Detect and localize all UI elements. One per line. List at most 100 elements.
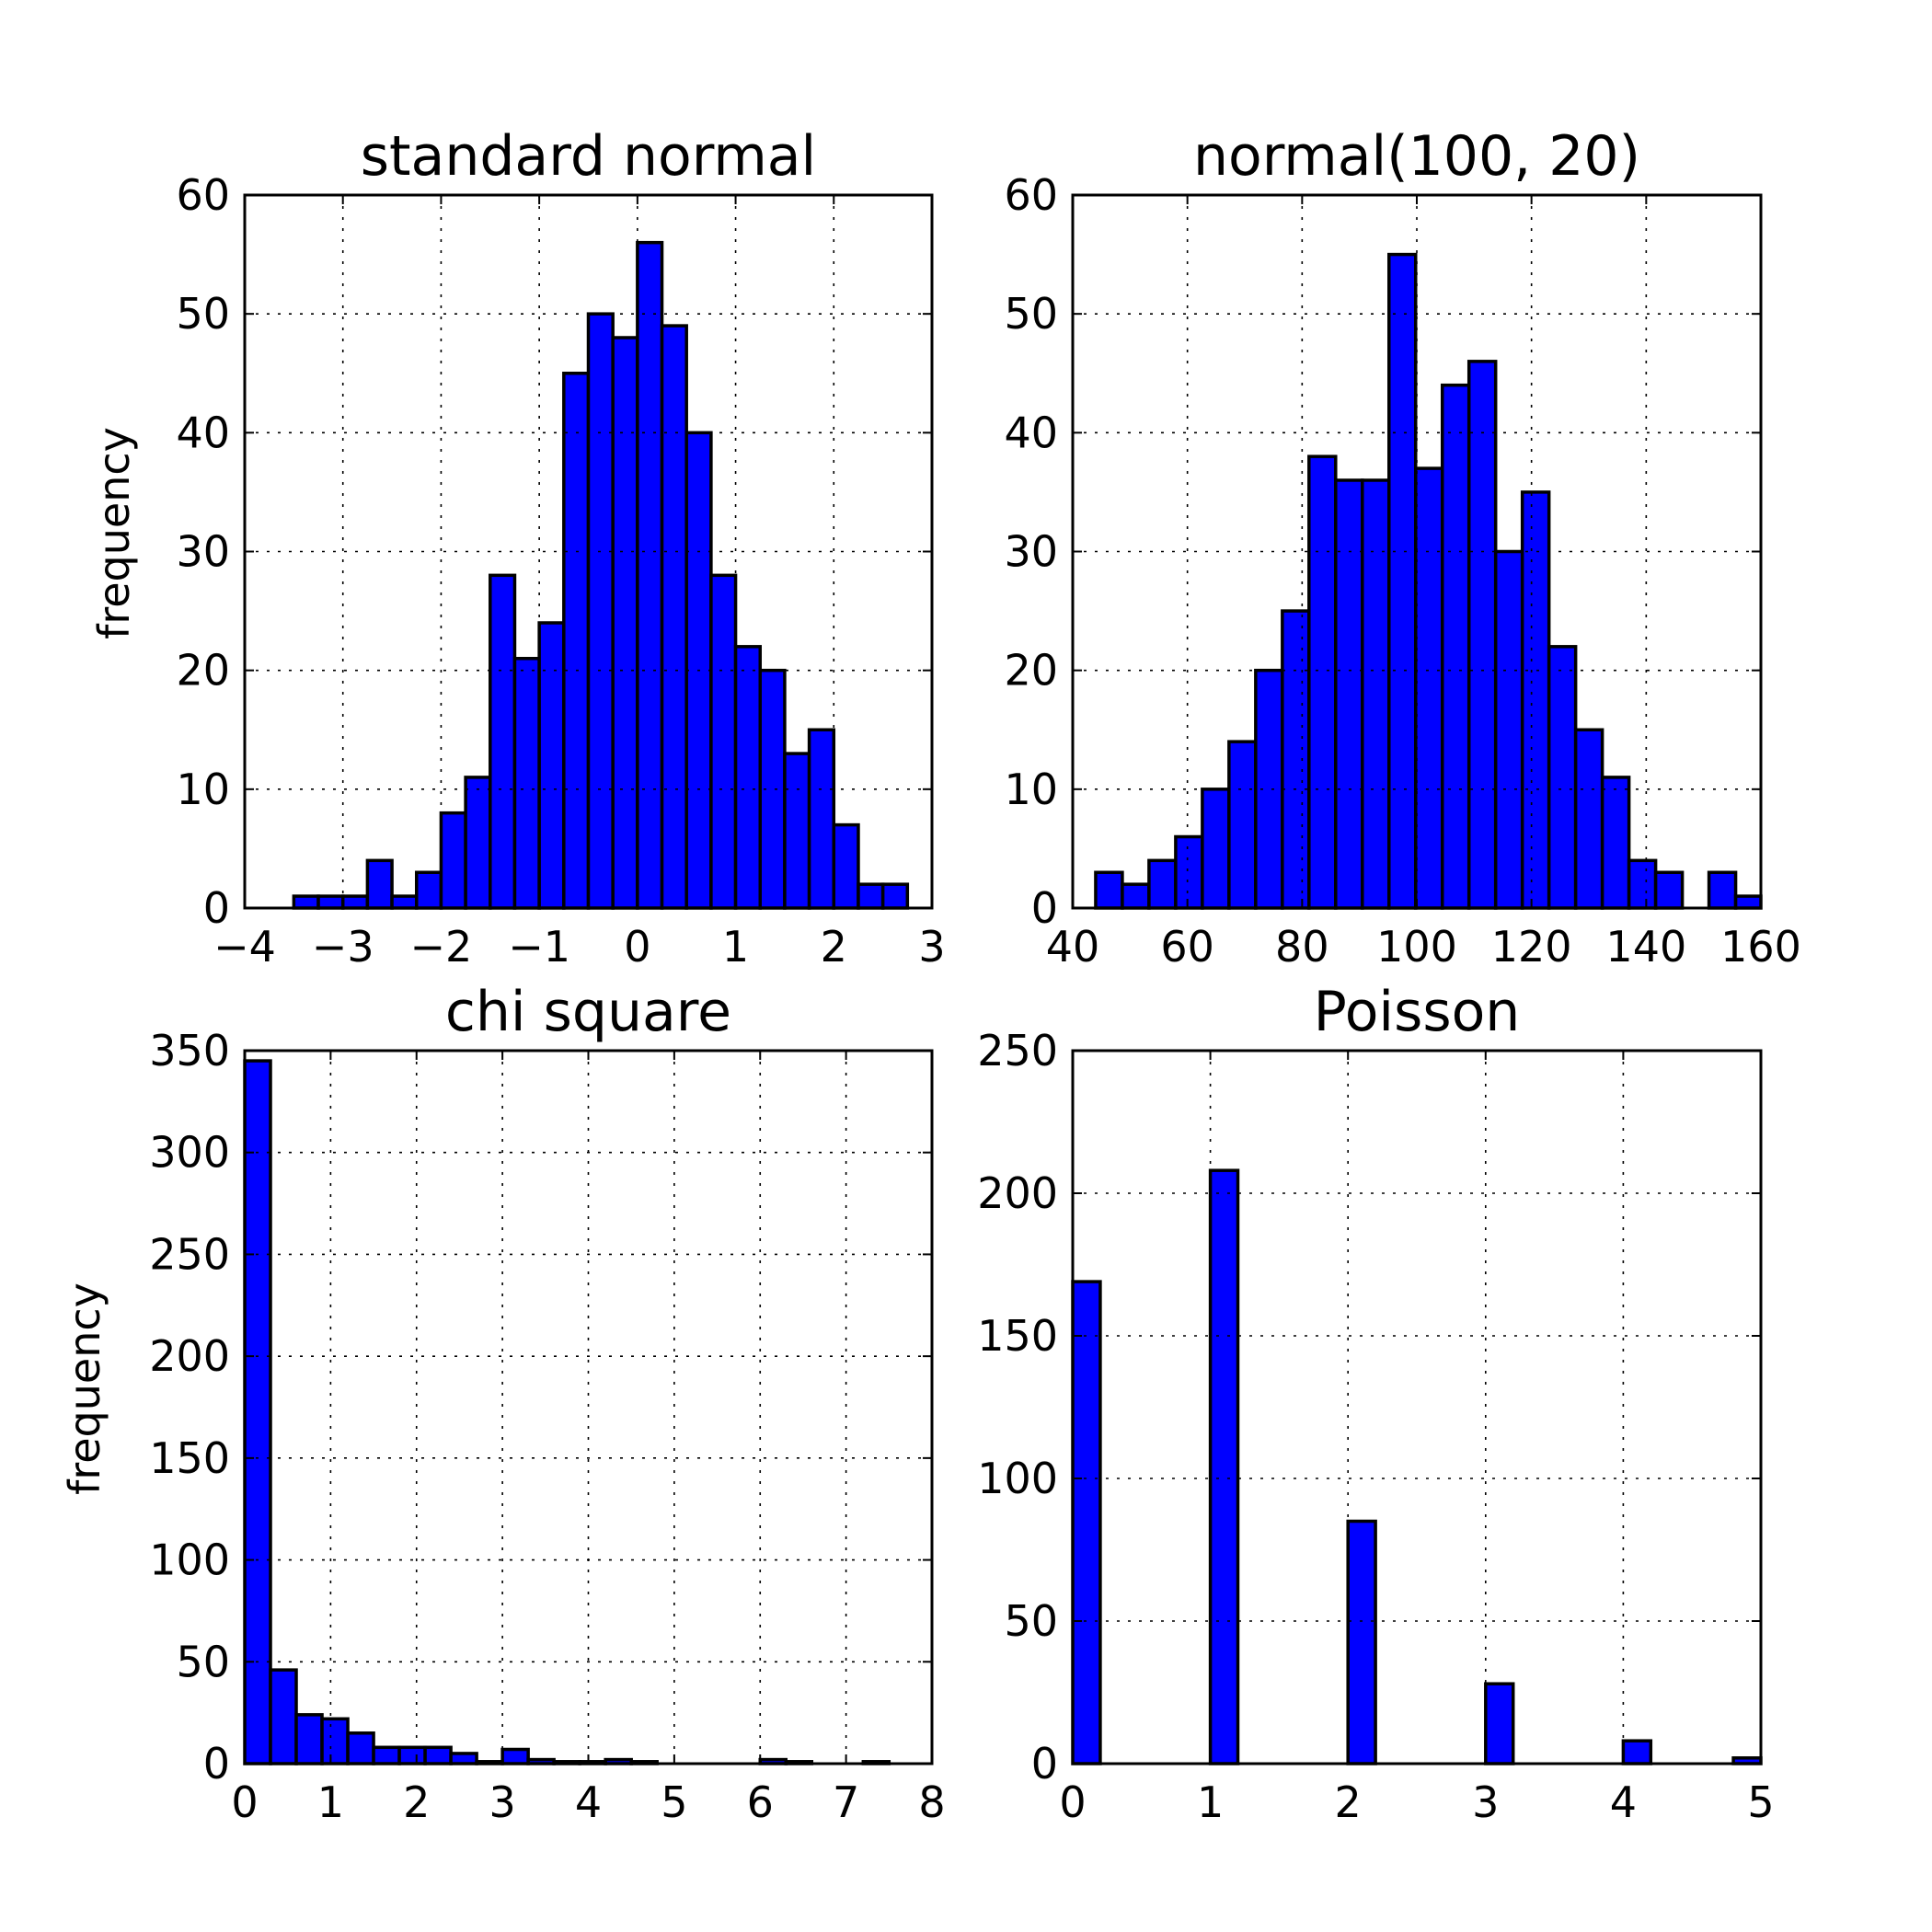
chart-title: standard normal	[361, 124, 816, 189]
histogram-bar	[1387, 252, 1418, 910]
histogram-bar	[316, 894, 345, 910]
x-tick-label: −2	[410, 922, 473, 972]
histogram-bar	[1600, 776, 1631, 910]
chart-title: normal(100, 20)	[1193, 124, 1640, 189]
histogram-bar	[783, 752, 811, 910]
y-tick-label: 40	[176, 408, 230, 457]
histogram-bar	[709, 573, 738, 910]
y-tick-label: 200	[149, 1331, 230, 1381]
histogram-bar	[1208, 1168, 1240, 1765]
histogram-bar	[1147, 858, 1178, 910]
y-tick-label: 10	[1004, 765, 1058, 814]
chart-title: Poisson	[1314, 980, 1521, 1044]
x-tick-label: 1	[722, 922, 749, 972]
y-tick-label: 50	[1004, 1596, 1058, 1646]
histogram-bar	[1484, 1682, 1515, 1765]
y-tick-label: 50	[176, 1637, 230, 1686]
x-tick-label: 0	[231, 1777, 258, 1827]
y-tick-label: 100	[977, 1454, 1058, 1503]
y-tick-label: 50	[176, 289, 230, 339]
histogram-bar	[1733, 894, 1763, 910]
y-tick-label: 0	[1031, 1739, 1058, 1788]
x-tick-label: 0	[1059, 1777, 1086, 1827]
histogram-bar	[1071, 1280, 1102, 1765]
histogram-bar	[1547, 645, 1578, 910]
histogram-bar	[611, 336, 639, 910]
chart-panel: 40 60 80 100 120 140 160 0 10 20 30 40 50 60 normal(10…	[1004, 124, 1800, 972]
histogram-bar	[586, 312, 615, 910]
histogram-bar	[346, 1731, 375, 1765]
x-tick-label: −3	[312, 922, 374, 972]
histogram-bar	[243, 1059, 272, 1765]
histogram-bar	[880, 882, 910, 910]
histogram-bar	[464, 776, 492, 910]
histogram-bar	[1414, 466, 1444, 910]
histogram-bar	[832, 822, 860, 910]
histogram-bar	[397, 1745, 427, 1765]
histogram-bar	[1281, 609, 1311, 910]
x-tick-label: 1	[1197, 1777, 1224, 1827]
histogram-bar	[733, 645, 762, 910]
y-tick-label: 20	[1004, 646, 1058, 696]
x-tick-label: 4	[1610, 1777, 1637, 1827]
x-tick-label: 8	[918, 1777, 945, 1827]
y-tick-label: 150	[149, 1433, 230, 1483]
y-tick-label: 50	[1004, 289, 1058, 339]
plot-frame	[243, 1049, 934, 1765]
histogram-bar	[660, 324, 688, 910]
x-tick-label: 2	[1335, 1777, 1362, 1827]
chart-panel: 0 1 2 3 4 5 6 7 8 0 50 100 150 200 250 300 350 chi square…	[60, 980, 946, 1827]
histogram-bar	[636, 240, 664, 910]
histogram-bar	[1621, 1739, 1653, 1765]
histogram-bar	[292, 894, 320, 910]
plot-frame	[1071, 193, 1763, 910]
histogram-bar	[562, 372, 591, 910]
y-tick-label: 0	[203, 883, 230, 933]
y-tick-label: 100	[149, 1535, 230, 1585]
x-tick-label: 160	[1720, 922, 1801, 972]
x-tick-label: 3	[489, 1777, 515, 1827]
histogram-bar	[1307, 454, 1338, 910]
histogram-bar	[439, 811, 467, 910]
y-tick-label: 10	[176, 765, 230, 814]
histogram-bar	[1466, 360, 1498, 910]
x-tick-label: 1	[317, 1777, 344, 1827]
histogram-bar	[320, 1717, 350, 1765]
x-tick-label: 3	[918, 922, 945, 972]
histogram-bar	[1174, 834, 1204, 910]
y-tick-label: 30	[176, 527, 230, 577]
y-tick-label: 250	[149, 1229, 230, 1279]
y-tick-label: 250	[977, 1026, 1058, 1075]
x-tick-label: 2	[403, 1777, 430, 1827]
y-axis-label: frequency	[89, 427, 139, 639]
histogram-bar	[423, 1745, 453, 1765]
histogram-bar	[294, 1713, 324, 1765]
y-tick-label: 40	[1004, 408, 1058, 457]
histogram-bar	[1201, 788, 1231, 910]
histogram-bar	[1440, 383, 1471, 910]
histogram-bar	[512, 657, 541, 910]
y-tick-label: 0	[203, 1739, 230, 1788]
y-tick-label: 350	[149, 1026, 230, 1075]
x-tick-label: 5	[1747, 1777, 1774, 1827]
histogram-bar	[1334, 478, 1364, 910]
x-tick-label: 140	[1605, 922, 1686, 972]
histogram-bar	[1493, 549, 1524, 910]
histogram-bar	[1094, 870, 1124, 910]
x-tick-label: 2	[821, 922, 847, 972]
histogram-bar	[500, 1747, 530, 1765]
x-tick-label: 7	[833, 1777, 859, 1827]
y-tick-label: 20	[176, 646, 230, 696]
histogram-bar	[390, 894, 419, 910]
histogram-bar	[340, 894, 370, 910]
histogram-bar	[269, 1668, 298, 1765]
histogram-bar	[489, 573, 517, 910]
x-tick-label: 3	[1472, 1777, 1499, 1827]
histogram-bar	[1520, 490, 1551, 910]
histogram-bar	[449, 1752, 478, 1765]
y-tick-label: 300	[149, 1128, 230, 1178]
histogram-bar	[807, 728, 836, 910]
x-tick-label: 60	[1160, 922, 1214, 972]
